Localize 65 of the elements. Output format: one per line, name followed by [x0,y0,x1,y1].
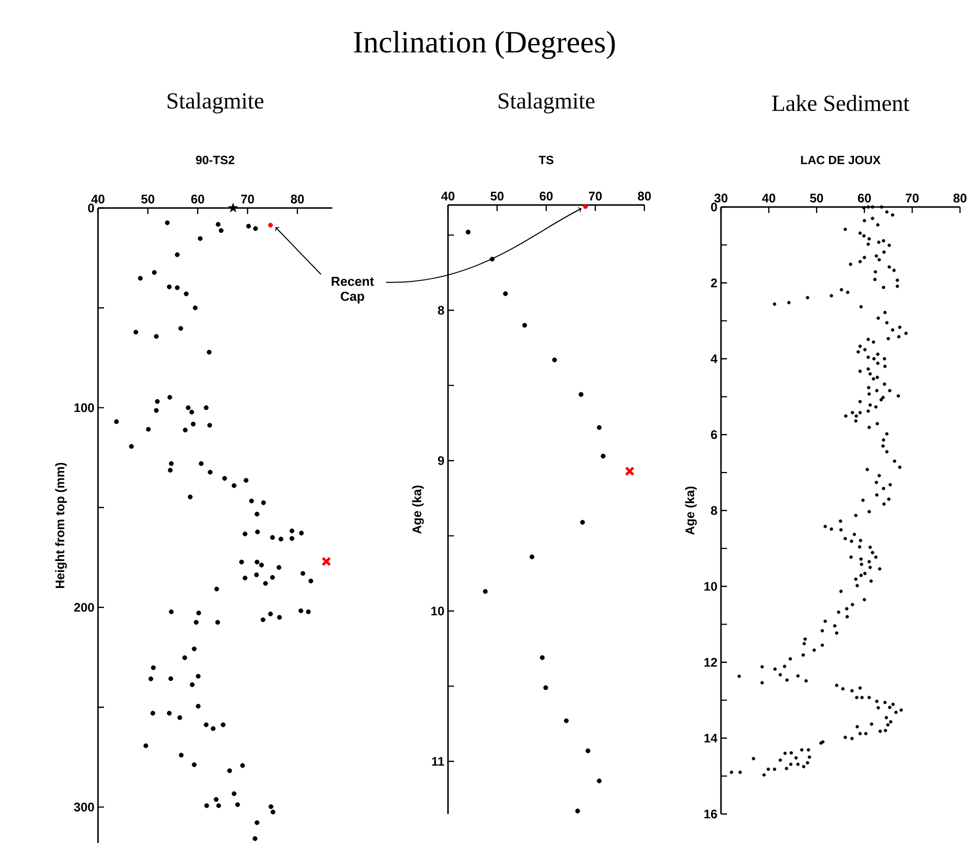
point [596,778,602,784]
y-axis-title: Height from top (mm) [55,462,67,588]
chart-title: Lake Sediment [772,94,910,112]
chart-title: Stalagmite [498,92,594,114]
point [586,748,590,754]
chart-subtitle: LAC DE JOUX [801,156,881,164]
x-tick-label: 70 [906,194,919,202]
x-tick-label: 50 [141,194,154,204]
point [540,655,545,660]
chart-title: Stalagmite [168,92,264,114]
point [600,454,606,459]
y-tick-label: 8 [438,306,444,315]
x-tick-label: 40 [441,192,454,200]
y-tick-label: 4 [710,354,718,364]
x-tick-label: 70 [588,192,602,200]
point [596,425,602,430]
x-tick-label: 60 [191,194,204,204]
y-tick-label: 16 [704,810,718,818]
x-tick-label: 30 [714,194,728,202]
point [624,466,634,476]
x-tick-label: 40 [91,194,104,204]
annotation: Recent Cap [332,276,374,304]
point [268,222,273,228]
point [580,520,585,525]
x-tick-label: 50 [810,194,824,202]
y-tick-label: 11 [432,757,444,766]
x-tick-label: 60 [858,194,871,202]
y-tick-label: 2 [711,278,717,288]
y-tick-label: 14 [704,734,718,742]
point [466,230,471,234]
x-tick-label: 80 [953,194,966,202]
y-tick-label: 300 [74,802,94,812]
y-tick-label: 10 [704,582,717,591]
y-tick-label: 10 [431,606,444,616]
x-tick-label: 40 [762,194,776,202]
x-tick-label: 80 [290,194,304,204]
point [552,357,557,362]
point [322,556,332,566]
point [543,685,548,690]
y-axis-title: Age (ka) [412,486,424,534]
y-tick-label: 6 [711,430,718,440]
y-tick-label: 0 [711,202,717,212]
x-tick-label: 60 [540,192,553,200]
point [530,554,534,560]
y-tick-label: 8 [710,506,718,515]
y-tick-label: 100 [74,403,94,412]
point [575,808,580,814]
x-tick-label: 50 [490,192,504,200]
x-axis-title: Inclination (Degrees) [354,30,615,60]
point [503,291,508,296]
point [482,589,488,594]
point [522,322,527,328]
x-tick-label: 70 [241,194,254,204]
chart-subtitle: TS [538,156,554,164]
point [228,202,238,212]
y-tick-label: 9 [438,456,444,466]
y-axis-title: Age (ka) [685,486,697,535]
point [583,204,588,209]
y-tick-label: 0 [88,204,94,212]
y-tick-label: 200 [74,602,94,612]
x-tick-label: 80 [638,192,651,200]
point [578,392,584,397]
chart-subtitle: 90-TS2 [196,156,234,164]
y-tick-label: 12 [704,658,717,667]
point [564,718,569,724]
